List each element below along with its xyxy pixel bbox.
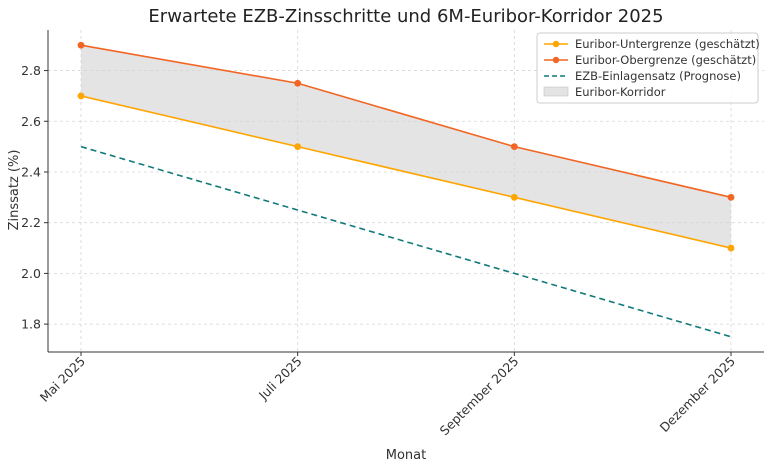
series-line-3	[80, 145, 732, 338]
data-point	[510, 193, 518, 201]
chart-title: Erwartete EZB-Zinsschritte und 6M-Euribo…	[148, 6, 663, 27]
legend-label: Euribor-Untergrenze (geschätzt)	[575, 37, 760, 51]
legend-label: Euribor-Obergrenze (geschätzt)	[575, 53, 756, 67]
series-line-2	[80, 44, 732, 199]
corridor-band	[81, 45, 731, 249]
y-axis-label: Zinssatz (%)	[7, 150, 22, 231]
data-point	[294, 79, 302, 87]
data-point	[727, 244, 735, 252]
legend: Euribor-Untergrenze (geschätzt) Euribor-O…	[536, 32, 760, 104]
y-tick-label: 2.4	[21, 164, 41, 179]
y-tick-label: 1.8	[21, 317, 41, 332]
y-tick-label: 2.2	[21, 215, 41, 230]
axes	[47, 30, 764, 353]
data-point	[294, 143, 302, 151]
y-tick-label: 2.8	[21, 63, 41, 78]
legend-box	[536, 32, 759, 104]
data-point	[77, 41, 85, 49]
data-point	[510, 143, 518, 151]
legend-marker	[552, 40, 560, 48]
corridor-band-area	[81, 45, 731, 249]
data-point	[77, 92, 85, 100]
legend-label: EZB-Einlagensatz (Prognose)	[575, 69, 741, 83]
data-point	[727, 193, 735, 201]
y-tick-label: 2.6	[21, 114, 41, 129]
legend-swatch	[543, 86, 569, 97]
y-tick-label: 2.0	[21, 266, 41, 281]
legend-label: Euribor-Korridor	[575, 85, 666, 99]
legend-marker	[552, 56, 560, 64]
series-lines	[77, 41, 735, 338]
x-axis-label: Monat	[386, 448, 426, 463]
series-line-1	[80, 95, 732, 249]
